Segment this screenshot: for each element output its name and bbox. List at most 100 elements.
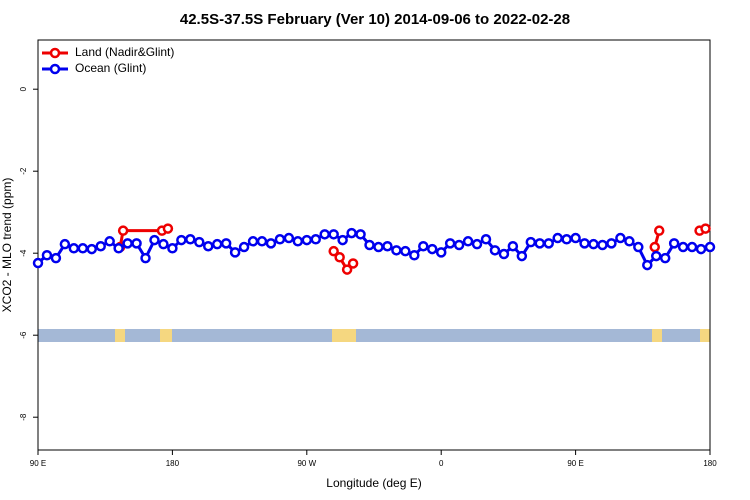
surface-mask-band [38,329,710,342]
data-point [292,236,304,247]
data-point [247,236,259,247]
data-point [686,241,698,253]
data-point [400,245,411,257]
data-point [409,250,420,261]
y-tick-label: -2 [19,167,28,175]
data-point [334,252,345,263]
data-point [695,243,707,255]
land-patch [332,329,356,342]
data-point [117,225,129,236]
data-point [274,234,286,245]
data-point [122,238,133,249]
data-point [364,239,375,251]
data-point [525,236,537,248]
data-point [32,257,44,269]
data-point [347,258,359,269]
data-point [677,241,689,253]
x-tick-label: 0 [439,459,444,468]
data-point [238,241,250,253]
data-point [373,241,384,253]
data-point [346,227,357,239]
data-point [382,240,393,252]
chart-title: 42.5S-37.5S February (Ver 10) 2014-09-06… [180,11,570,28]
legend-marker [49,47,61,59]
data-point [265,238,277,249]
data-point [391,245,402,256]
x-tick-label: 90 E [567,459,583,468]
y-tick-label: -6 [19,331,28,339]
data-point [113,243,124,254]
data-point [202,240,214,252]
data-point [162,223,174,234]
data-point [561,234,572,245]
data-point [453,239,465,251]
data-point [552,232,563,244]
data-point [337,234,348,246]
data-point [435,247,447,258]
data-point [570,232,581,244]
data-point [426,243,438,255]
data-point [355,229,366,240]
data-point [653,225,665,236]
data-point [140,252,151,264]
data-point [149,234,160,246]
data-point [41,250,53,261]
land-patch [160,329,172,342]
data-point [597,239,608,251]
data-point [668,238,680,249]
data-point [659,252,671,264]
data-point [283,232,295,244]
data-point [341,264,353,275]
x-tick-label: 180 [166,459,180,468]
data-point [650,250,662,262]
data-point [211,238,223,250]
land-patch [652,329,662,342]
data-point [158,238,169,250]
data-point [624,236,635,247]
data-point [700,223,711,234]
data-point [167,243,178,254]
data-point [131,238,142,249]
land-patch [115,329,125,342]
series-line [118,227,707,273]
data-point [328,245,339,257]
data-point [194,236,205,248]
data-point [642,259,653,271]
ocean-band [38,329,710,342]
data-point [507,240,519,252]
data-point [220,238,232,249]
data-point [256,236,268,247]
data-point [704,241,716,253]
data-point [229,247,241,258]
data-point [418,240,429,252]
x-axis-label: Longitude (deg E) [326,476,421,490]
data-point [319,229,330,240]
legend-marker [49,63,61,75]
data-point [68,243,80,254]
land-patch [700,329,710,342]
data-point [310,234,322,245]
data-point [579,238,590,249]
data-point [185,234,196,245]
data-point [606,238,617,249]
data-point [462,236,474,247]
data-point [649,241,660,253]
legend-label: Land (Nadir&Glint) [75,45,174,59]
data-point [86,243,98,255]
y-tick-label: 0 [19,86,28,91]
data-point [444,238,456,249]
data-point [95,240,106,252]
data-point [176,234,187,246]
data-point [77,243,89,254]
legend-label: Ocean (Glint) [75,61,146,75]
data-point [59,238,71,250]
data-point [588,238,599,250]
data-point [543,238,554,249]
data-point [516,250,528,262]
data-point [471,238,483,250]
y-tick-label: -8 [19,413,28,421]
data-point [301,234,313,246]
y-tick-label: -4 [19,249,28,257]
y-axis-label: XCO2 - MLO trend (ppm) [0,178,14,313]
